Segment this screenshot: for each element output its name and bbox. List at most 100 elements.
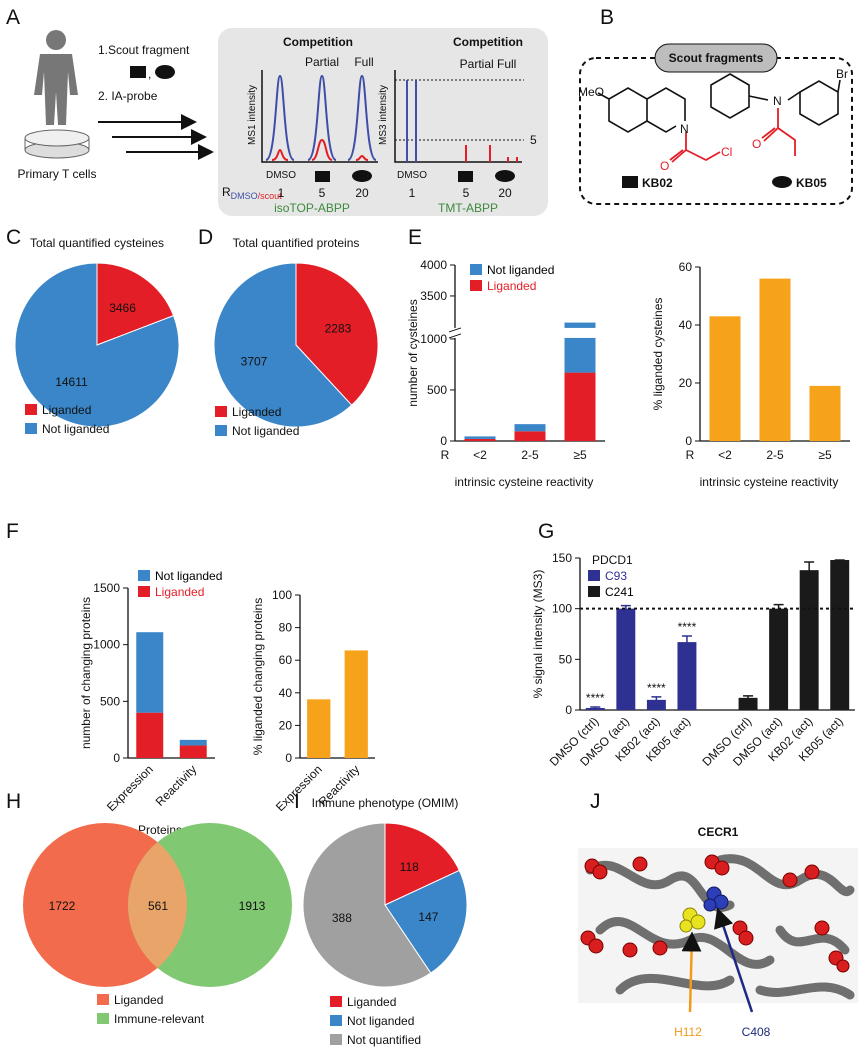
y-tick-label: 150	[552, 551, 572, 565]
legend-label: Liganded	[487, 279, 536, 293]
chart-title: Total quantified cysteines	[30, 236, 164, 250]
legend-label: Not quantified	[347, 1033, 421, 1047]
x-axis-label: intrinsic cysteine reactivity	[455, 475, 594, 489]
significance: ****	[678, 620, 697, 634]
compound-name: KB05	[796, 176, 827, 190]
legend-label: Not liganded	[347, 1014, 414, 1028]
method: isoTOP-ABPP	[274, 201, 350, 215]
legend-swatch	[588, 570, 600, 581]
svg-text:,: ,	[148, 67, 151, 81]
bar	[830, 560, 850, 710]
isotop-header: Competition	[283, 35, 353, 49]
bar	[179, 745, 207, 758]
tmt-header: Competition	[453, 35, 523, 49]
y-tick-label: 80	[279, 621, 293, 635]
error-bar	[620, 604, 631, 612]
y-tick-label: 20	[679, 376, 693, 390]
axis-break-mark	[448, 327, 462, 339]
bar	[769, 608, 789, 710]
pie-slice	[302, 822, 432, 988]
isotop-dmso: DMSO	[266, 170, 296, 181]
y-tick-label: 0	[685, 434, 692, 448]
y-tick-label: 1000	[420, 332, 447, 346]
atom: O	[752, 137, 761, 151]
error-bar	[743, 695, 754, 700]
bar	[616, 608, 636, 710]
bar	[136, 712, 164, 758]
slice-label: 2283	[325, 322, 352, 336]
bar	[677, 642, 697, 710]
bar	[179, 739, 207, 746]
ratio: 1	[409, 186, 416, 200]
panel-label: H	[6, 790, 21, 813]
significance: ****	[586, 691, 605, 705]
panel-j: CECR1 H112 C408	[578, 825, 858, 1039]
y-tick-label: 20	[279, 718, 293, 732]
x-tick-label: 2-5	[766, 448, 784, 462]
y-tick-label: 3500	[420, 289, 447, 303]
chart-title: Total quantified proteins	[233, 236, 360, 250]
residue-label: H112	[674, 1025, 702, 1039]
legend-label: Not liganded	[487, 263, 554, 277]
bar	[514, 424, 546, 432]
bar	[344, 650, 368, 758]
bar	[738, 697, 758, 710]
error-bar	[681, 635, 692, 649]
y-axis-label: % liganded cysteines	[651, 298, 665, 411]
venn-count: 1722	[49, 899, 76, 913]
ratio: 1	[278, 186, 285, 200]
legend-label: Liganded	[347, 995, 396, 1009]
y-axis-label: % liganded changing proteins	[251, 598, 265, 755]
panel-a: Primary T cells 1.Scout fragment , 2. IA…	[18, 28, 548, 216]
pie-slice	[295, 262, 379, 406]
isotop-full: Full	[354, 55, 373, 69]
y-tick-label: 40	[679, 318, 693, 332]
isotop-ylabel: MS1 intensity	[247, 85, 258, 145]
y-tick-label: 60	[679, 260, 693, 274]
bar	[307, 699, 331, 758]
y-axis-label: number of changing proteins	[79, 597, 93, 749]
legend-swatch	[25, 423, 37, 434]
pie-slice	[384, 822, 461, 906]
venn-count: 561	[148, 899, 168, 913]
bar	[799, 570, 819, 710]
slice-label: 14611	[55, 375, 88, 389]
y-tick-label: 40	[279, 686, 293, 700]
significance: ****	[647, 681, 666, 695]
legend-swatch	[470, 264, 482, 275]
panel-label: F	[6, 520, 19, 543]
bar	[646, 699, 666, 710]
ratio: 5	[463, 186, 470, 200]
ratio-label: RDMSO/scout	[222, 185, 282, 201]
axis-break-gap	[449, 327, 605, 338]
legend-label: Liganded	[155, 585, 204, 599]
tmt-dmso: DMSO	[397, 170, 427, 181]
x-tick-label: <2	[473, 448, 487, 462]
legend-swatch	[330, 1015, 342, 1026]
legend-label: Not liganded	[155, 569, 222, 583]
y-tick-label: 4000	[420, 258, 447, 272]
legend-swatch	[215, 425, 227, 436]
y-tick-label: 60	[279, 653, 293, 667]
bar	[809, 385, 841, 441]
legend-label: C93	[605, 569, 627, 583]
method: TMT-ABPP	[438, 201, 498, 215]
y-tick-label: 100	[552, 602, 572, 616]
bar	[564, 372, 596, 441]
y-tick-label: 0	[113, 751, 120, 765]
x-prefix: R	[441, 448, 450, 462]
y-axis-label: % signal intensity (MS3)	[531, 570, 545, 699]
y-tick-label: 100	[272, 588, 292, 602]
ratio: 20	[355, 186, 369, 200]
atom: N	[773, 94, 782, 108]
venn-count: 1913	[239, 899, 266, 913]
y-tick-label: 1000	[93, 638, 120, 652]
legend-swatch	[470, 280, 482, 291]
panel-b: Scout fragments MeO N O Cl N Br O KB02 K…	[578, 43, 853, 205]
legend-swatch	[97, 1013, 109, 1024]
pie-slice	[14, 262, 180, 428]
legend-swatch	[138, 586, 150, 597]
y-tick-label: 0	[285, 751, 292, 765]
panel-label: A	[6, 6, 20, 29]
